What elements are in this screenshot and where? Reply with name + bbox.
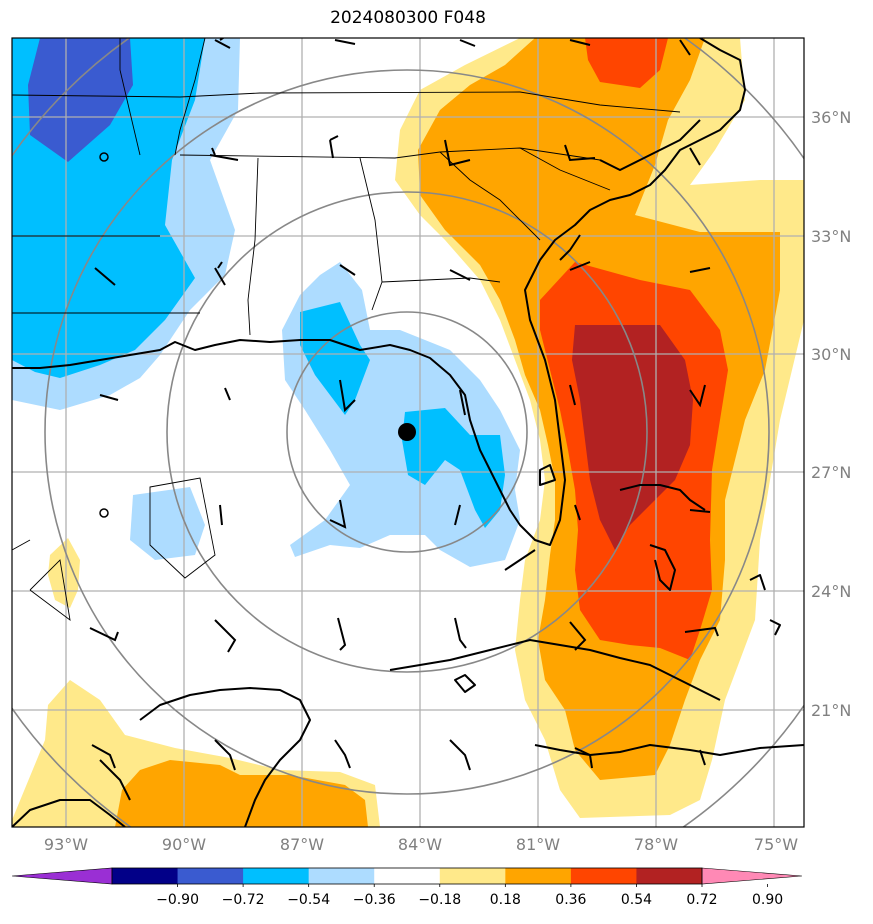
- coastlines: [12, 38, 804, 827]
- lat-label: 33°N: [811, 227, 851, 246]
- map-frame: [11, 37, 805, 828]
- colorbar-tick-label: −0.36: [353, 892, 396, 908]
- colorbar-swatch: [177, 868, 244, 884]
- colorbar-tick-label: −0.54: [287, 892, 330, 908]
- station-marker-south: [99, 508, 109, 518]
- colorbar-tick-label: −0.72: [222, 892, 265, 908]
- lon-label: 84°W: [398, 835, 442, 854]
- contour-max-positive-east: [572, 325, 693, 550]
- lon-label: 81°W: [516, 835, 560, 854]
- state-borders: [12, 38, 681, 622]
- contour-strong-negative-nw: [28, 38, 133, 162]
- lat-label: 24°N: [811, 582, 851, 601]
- lon-axis-labels: 93°W 90°W 87°W 84°W 81°W 78°W 75°W: [44, 835, 798, 854]
- lon-label: 78°W: [634, 835, 678, 854]
- colorbar-swatches: [11, 867, 803, 885]
- colorbar-swatch: [636, 868, 703, 884]
- lat-axis-labels: 36°N 33°N 30°N 27°N 24°N 21°N: [811, 108, 851, 720]
- wind-barbs: [89, 38, 719, 771]
- colorbar-swatch: [374, 868, 441, 884]
- colorbar-tick-label: −0.90: [156, 892, 199, 908]
- colorbar-tick-label: 0.18: [490, 892, 521, 908]
- colorbar-swatch: [570, 868, 637, 884]
- anomaly-shading: [12, 38, 804, 827]
- contour-negative-gulf-north: [300, 302, 370, 415]
- colorbar-tick-label: 0.72: [686, 892, 717, 908]
- contour-positive-sw: [115, 760, 368, 827]
- contour-negative-gulf-south: [402, 408, 505, 528]
- colorbar-tick-labels: −0.90 −0.72 −0.54 −0.36 −0.18 0.18 0.36 0.54 0.7…: [156, 884, 783, 908]
- colorbar-swatch: [243, 868, 310, 884]
- map-title: 2024080300 F048: [330, 8, 486, 28]
- colorbar: −0.90 −0.72 −0.54 −0.36 −0.18 0.18 0.36 0.54 0.7…: [11, 867, 803, 908]
- lat-label: 27°N: [811, 463, 851, 482]
- lon-label: 87°W: [280, 835, 324, 854]
- colorbar-swatch: [112, 868, 179, 884]
- colorbar-extend-low: [11, 867, 113, 885]
- colorbar-tick-label: 0.90: [752, 892, 783, 908]
- lon-label: 90°W: [162, 835, 206, 854]
- lon-label: 75°W: [754, 835, 798, 854]
- storm-center-marker: [398, 423, 416, 441]
- colorbar-tick-label: 0.54: [621, 892, 652, 908]
- lat-label: 21°N: [811, 701, 851, 720]
- lat-label: 36°N: [811, 108, 851, 127]
- colorbar-swatch: [308, 868, 375, 884]
- lat-label: 30°N: [811, 345, 851, 364]
- colorbar-outline: [111, 867, 703, 885]
- contour-weak-negative-west: [130, 487, 205, 560]
- colorbar-tick-label: −0.18: [418, 892, 461, 908]
- lon-label: 93°W: [44, 835, 88, 854]
- colorbar-swatch: [505, 868, 572, 884]
- station-marker-north: [99, 152, 109, 162]
- colorbar-extend-high: [701, 867, 803, 885]
- colorbar-tick-label: 0.36: [555, 892, 586, 908]
- colorbar-swatch: [439, 868, 506, 884]
- markers: [99, 152, 416, 518]
